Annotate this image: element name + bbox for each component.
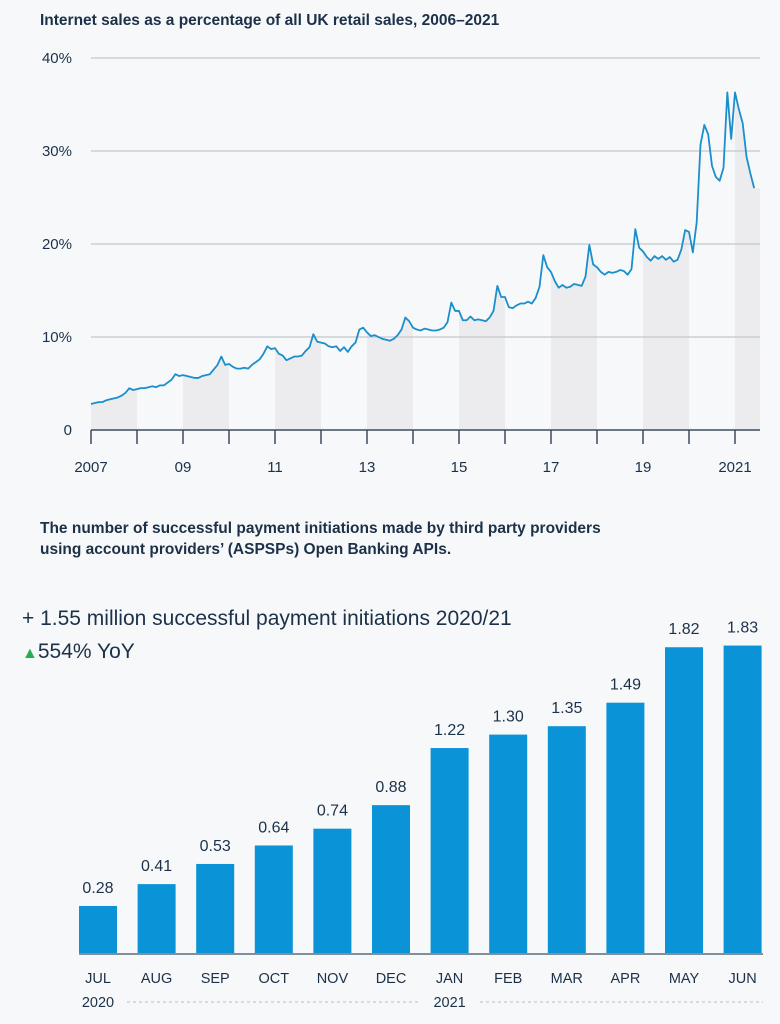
x-tick-label: 19 xyxy=(635,459,652,476)
bar-value-label: 0.64 xyxy=(258,819,289,836)
bar-chart-title: The number of successful payment initiat… xyxy=(40,520,601,558)
bar-sep xyxy=(196,863,235,953)
y-tick-label: 20% xyxy=(42,236,72,253)
year-band-2021 xyxy=(735,92,760,430)
year-band-2007 xyxy=(91,92,137,430)
bar-mar xyxy=(547,726,586,953)
month-label: DEC xyxy=(376,971,407,987)
x-tick-label: 15 xyxy=(451,459,468,476)
year-band-2013 xyxy=(367,92,413,430)
year-label-2021: 2021 xyxy=(433,995,465,1011)
bar-apr xyxy=(606,702,645,953)
x-tick-label: 13 xyxy=(359,459,376,476)
bar-value-label: 0.88 xyxy=(375,779,406,796)
bar-value-label: 1.35 xyxy=(551,700,582,717)
y-tick-label: 10% xyxy=(42,329,72,346)
bar-value-label: 1.22 xyxy=(434,722,465,739)
month-label: AUG xyxy=(141,971,172,987)
month-label: JUL xyxy=(85,971,111,987)
bar-jul xyxy=(79,905,117,953)
bar-value-label: 0.74 xyxy=(317,803,348,820)
month-label: JAN xyxy=(436,971,463,987)
bar-value-label: 0.28 xyxy=(82,880,113,897)
bar-value-label: 0.41 xyxy=(141,858,172,875)
bar-value-label: 0.53 xyxy=(200,838,231,855)
x-tick-label: 17 xyxy=(543,459,560,476)
bar-jun xyxy=(723,645,762,953)
year-band-2011 xyxy=(275,92,321,430)
month-label: JUN xyxy=(728,971,756,987)
line-chart-title: Internet sales as a percentage of all UK… xyxy=(40,12,500,29)
month-label: APR xyxy=(610,971,640,987)
year-shading xyxy=(91,92,760,430)
bar-value-label: 1.30 xyxy=(493,709,524,726)
series-line xyxy=(90,91,756,405)
x-tick-label: 2021 xyxy=(718,459,751,476)
bar-value-label: 1.83 xyxy=(727,620,758,637)
year-band-2019 xyxy=(643,92,689,430)
up-triangle-icon: ▲ xyxy=(22,645,38,662)
yoy-growth: ▲554% YoY xyxy=(22,640,135,664)
year-band-2015 xyxy=(459,92,505,430)
year-band-2017 xyxy=(551,92,597,430)
month-label: MAY xyxy=(669,971,700,987)
month-label: NOV xyxy=(317,971,349,987)
month-label: OCT xyxy=(258,971,289,987)
month-label: MAR xyxy=(551,971,583,987)
bar-value-label: 1.49 xyxy=(610,677,641,694)
bar-dec xyxy=(372,805,410,953)
month-label: SEP xyxy=(201,971,230,987)
year-band-2009 xyxy=(183,92,229,430)
yoy-value: 554% YoY xyxy=(37,640,135,663)
headline: + 1.55 million successful payment initia… xyxy=(22,607,512,630)
line-chart: 0 10% 20% 30% 40% 2007 09 11 13 15 17 19 2021 xyxy=(42,50,760,476)
bar-feb xyxy=(489,734,528,953)
y-tick-label: 40% xyxy=(42,50,72,67)
bar-aug xyxy=(137,884,176,953)
bar-value-label: 1.82 xyxy=(668,621,699,638)
bar-nov xyxy=(313,828,352,953)
year-label-2020: 2020 xyxy=(82,995,114,1011)
y-tick-label: 30% xyxy=(42,143,72,160)
x-tick-label: 11 xyxy=(267,459,283,476)
x-tick-label: 09 xyxy=(175,459,192,476)
bar-may xyxy=(665,647,703,953)
x-tick-label: 2007 xyxy=(74,459,107,476)
y-tick-label: 0 xyxy=(64,422,72,439)
bar-oct xyxy=(254,845,293,953)
bar-jan xyxy=(430,748,469,953)
month-label: FEB xyxy=(494,971,522,987)
